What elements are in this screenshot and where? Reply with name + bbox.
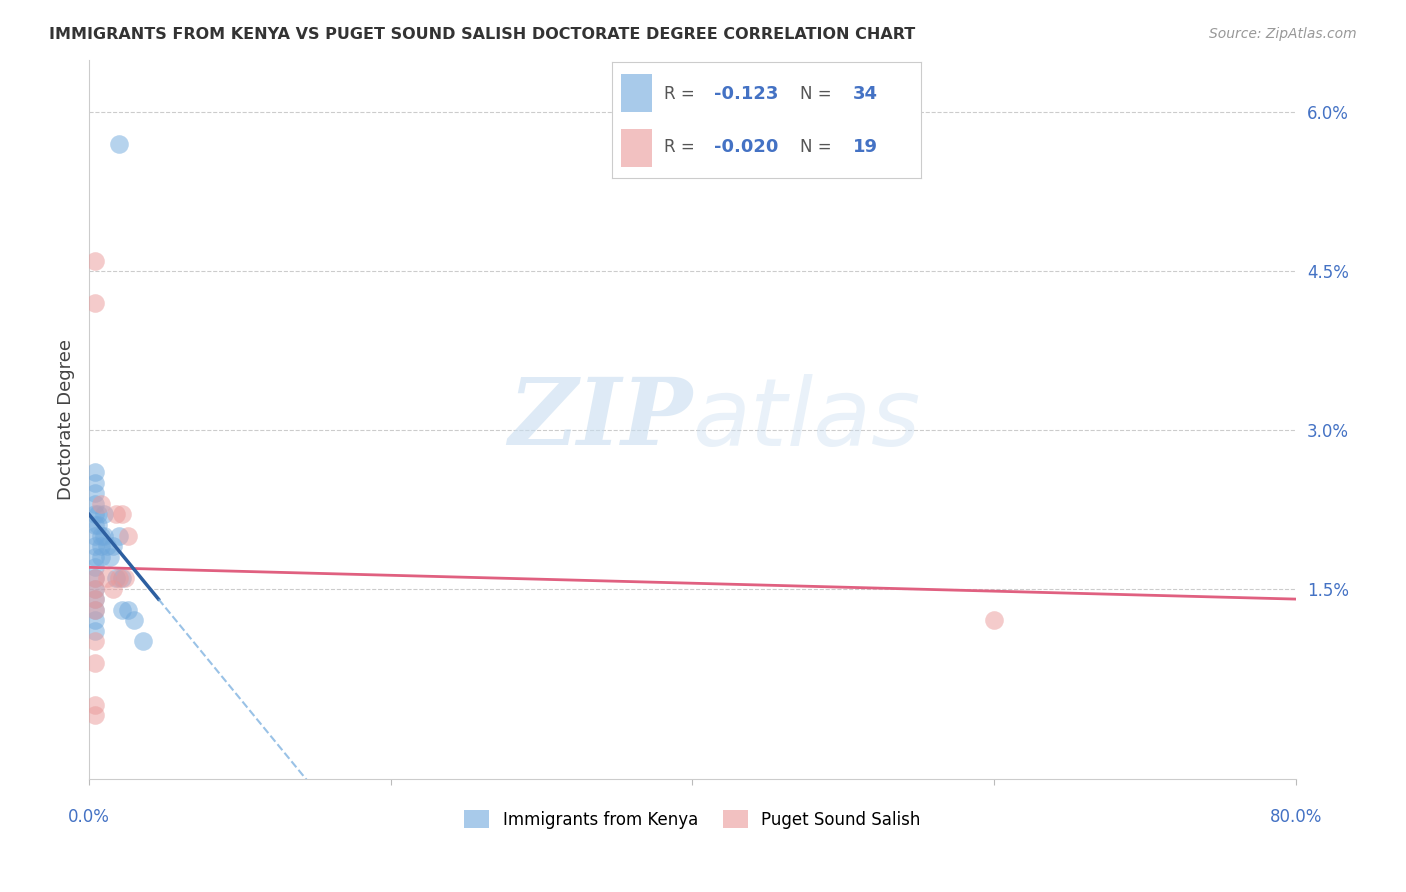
Bar	[621, 74, 652, 112]
Point	[84, 296, 107, 310]
Point	[84, 560, 107, 574]
Point	[96, 571, 118, 585]
Point	[90, 497, 112, 511]
Point	[84, 708, 107, 723]
Point	[84, 475, 107, 490]
Text: Source: ZipAtlas.com: Source: ZipAtlas.com	[1209, 27, 1357, 41]
Text: R =: R =	[664, 138, 695, 156]
Point	[132, 634, 155, 648]
Text: N =: N =	[800, 138, 832, 156]
Point	[90, 528, 112, 542]
Point	[84, 571, 107, 585]
Text: 0.0%: 0.0%	[67, 807, 110, 826]
Point	[103, 582, 125, 596]
Text: 80.0%: 80.0%	[1270, 807, 1322, 826]
Point	[84, 582, 107, 596]
Point	[84, 592, 107, 607]
Text: atlas: atlas	[692, 374, 921, 465]
Text: -0.020: -0.020	[714, 138, 778, 156]
Point	[90, 549, 112, 564]
Point	[111, 571, 134, 585]
Point	[84, 508, 107, 522]
Text: N =: N =	[800, 85, 832, 103]
Point	[84, 528, 107, 542]
Point	[84, 602, 107, 616]
Point	[108, 571, 131, 585]
Point	[93, 508, 115, 522]
Text: R =: R =	[664, 85, 695, 103]
Point	[84, 613, 107, 627]
Point	[105, 571, 128, 585]
Point	[108, 528, 131, 542]
Text: ZIP: ZIP	[508, 375, 692, 464]
Point	[87, 508, 110, 522]
Point	[84, 465, 107, 479]
Point	[93, 528, 115, 542]
Point	[105, 508, 128, 522]
Point	[117, 602, 139, 616]
Point	[117, 528, 139, 542]
Point	[111, 602, 134, 616]
Bar	[621, 128, 652, 167]
Point	[90, 539, 112, 553]
Point	[124, 613, 146, 627]
Point	[87, 518, 110, 533]
Point	[84, 486, 107, 500]
Point	[84, 253, 107, 268]
Point	[111, 508, 134, 522]
Legend: Immigrants from Kenya, Puget Sound Salish: Immigrants from Kenya, Puget Sound Salis…	[457, 804, 927, 835]
Point	[84, 602, 107, 616]
Point	[84, 582, 107, 596]
Point	[84, 656, 107, 670]
Point	[84, 539, 107, 553]
Point	[84, 634, 107, 648]
Point	[983, 613, 1005, 627]
Point	[84, 518, 107, 533]
Y-axis label: Doctorate Degree: Doctorate Degree	[58, 339, 75, 500]
Text: IMMIGRANTS FROM KENYA VS PUGET SOUND SALISH DOCTORATE DEGREE CORRELATION CHART: IMMIGRANTS FROM KENYA VS PUGET SOUND SAL…	[49, 27, 915, 42]
Point	[114, 571, 136, 585]
Point	[96, 539, 118, 553]
Point	[84, 624, 107, 638]
Text: 34: 34	[853, 85, 877, 103]
Point	[98, 549, 121, 564]
Point	[84, 497, 107, 511]
Point	[84, 698, 107, 712]
Point	[108, 137, 131, 152]
Text: -0.123: -0.123	[714, 85, 778, 103]
Point	[84, 549, 107, 564]
Text: 19: 19	[853, 138, 877, 156]
Point	[84, 592, 107, 607]
Point	[103, 539, 125, 553]
Point	[84, 571, 107, 585]
